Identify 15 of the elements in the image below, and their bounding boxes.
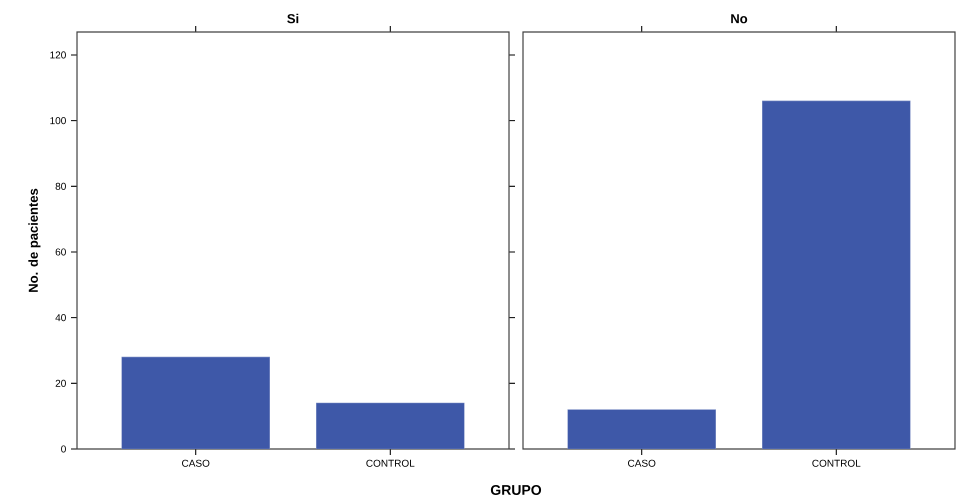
y-tick-label: 20 — [56, 380, 66, 387]
y-tick-label: 100 — [50, 117, 66, 124]
y-tick-label: 80 — [56, 182, 66, 190]
x-tick-label: CASO — [628, 460, 656, 467]
chart-title: Si — [287, 14, 298, 24]
x-axis-title: GRUPO — [490, 485, 542, 495]
y-tick-label: 120 — [50, 51, 66, 59]
y-axis-title: No. de pacientes — [28, 188, 40, 292]
x-tick-label: CONTROL — [812, 460, 860, 467]
chart-title: No — [731, 14, 748, 24]
x-tick-label: CONTROL — [366, 460, 414, 467]
y-tick-label: 0 — [61, 445, 66, 453]
x-tick-label: CASO — [182, 460, 210, 467]
y-tick-label: 60 — [56, 248, 66, 256]
y-tick-label: 40 — [55, 314, 66, 322]
